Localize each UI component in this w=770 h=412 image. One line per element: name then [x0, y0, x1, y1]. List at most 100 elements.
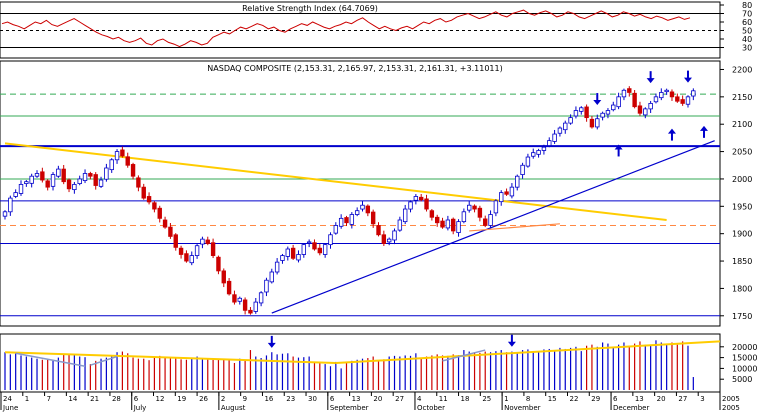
date-tick-label: 26 — [199, 395, 208, 403]
volume-bar — [425, 356, 428, 390]
candle-body-down — [221, 270, 226, 284]
candle-body-up — [322, 244, 328, 255]
candle — [536, 148, 541, 158]
price-title: NASDAQ COMPOSITE (2,153.31, 2,165.97, 2,… — [207, 64, 502, 73]
price-tick-label: 2200 — [732, 65, 752, 74]
candle — [653, 93, 659, 104]
volume-bar — [559, 347, 561, 390]
volume-bar — [484, 351, 486, 390]
volume-bar — [25, 356, 27, 390]
month-label: 2005 — [722, 404, 740, 412]
volume-bar — [532, 352, 534, 390]
volume-bar — [409, 355, 412, 390]
candle — [472, 204, 477, 213]
candle — [72, 181, 77, 194]
volume-trendlines — [4, 340, 721, 367]
candle-body-up — [24, 181, 29, 184]
candle — [253, 298, 258, 314]
candle-body-up — [643, 108, 648, 116]
candle-body-down — [317, 247, 323, 254]
candle — [216, 255, 221, 275]
volume-bar — [692, 377, 694, 390]
candle-body-up — [253, 301, 258, 312]
volume-bar — [329, 366, 332, 390]
candle-body-down — [130, 164, 136, 177]
date-tick-label: 11 — [439, 395, 448, 403]
volume-bar — [121, 351, 123, 390]
date-tick-label: 29 — [591, 395, 600, 403]
volume-bar — [84, 357, 86, 390]
candle — [168, 223, 173, 239]
volume-bar — [367, 358, 369, 390]
date-tick-label: 6 — [613, 395, 618, 403]
candle-body-up — [386, 238, 392, 243]
volume-tick-label: 5000 — [732, 375, 752, 384]
candle — [50, 172, 56, 191]
date-tick-label: 1 — [25, 395, 29, 403]
volume-bar — [666, 343, 668, 390]
candle — [499, 190, 504, 206]
volume-bar — [137, 358, 139, 390]
candle — [61, 164, 66, 185]
candle — [178, 245, 184, 259]
date-tick-label: 22 — [569, 395, 578, 403]
candle — [483, 215, 488, 228]
volume-bar — [505, 352, 508, 390]
candle — [312, 239, 317, 251]
candle-body-down — [627, 88, 632, 93]
candle — [685, 95, 691, 108]
volume-bar — [580, 351, 582, 390]
volume-bar — [575, 346, 577, 390]
arrow-head — [646, 78, 655, 84]
volume-bar — [639, 341, 641, 390]
volume-bar — [393, 355, 396, 390]
candle-body-up — [114, 151, 120, 161]
candle-body-down — [178, 247, 184, 255]
candle — [317, 244, 323, 256]
volume-bar — [175, 358, 177, 390]
price-trendline-2 — [469, 223, 560, 232]
candle-body-up — [691, 90, 696, 97]
volume-bar — [57, 357, 59, 390]
candle-body-down — [370, 211, 376, 225]
candle — [509, 183, 515, 199]
candle-body-down — [45, 180, 50, 188]
volume-bar — [100, 358, 102, 390]
rsi-tick-label: 80 — [742, 1, 752, 10]
volume-bar — [287, 353, 289, 390]
volume-bar — [655, 340, 657, 390]
candle — [541, 144, 547, 155]
price-tick-label: 1900 — [732, 230, 752, 239]
candle-body-down — [376, 225, 381, 236]
candle — [643, 107, 648, 119]
volume-bar — [180, 359, 182, 390]
candle — [397, 216, 403, 232]
candle-body-down — [162, 219, 168, 228]
candle-body-down — [344, 217, 349, 224]
date-tick-label: 27 — [678, 395, 687, 403]
candle-body-up — [56, 168, 61, 177]
candle — [360, 201, 365, 212]
month-label: September — [330, 404, 369, 412]
volume-bar — [15, 353, 17, 390]
volume-bar — [628, 345, 630, 390]
candle-body-up — [499, 192, 504, 203]
volume-bar — [452, 354, 454, 390]
candle — [136, 175, 141, 192]
candle — [173, 233, 178, 251]
candle-body-up — [611, 104, 616, 111]
candle-body-up — [664, 89, 669, 93]
volume-bar — [89, 364, 91, 390]
volume-bar — [127, 353, 129, 390]
volume-bar — [281, 353, 284, 390]
volume-bar — [436, 354, 438, 390]
candle-body-down — [418, 196, 424, 201]
volume-bar — [95, 360, 97, 390]
volume-bar — [527, 349, 529, 390]
candle — [451, 217, 456, 235]
volume-bar — [244, 360, 246, 390]
volume-bar — [441, 355, 444, 390]
candle — [456, 219, 461, 237]
